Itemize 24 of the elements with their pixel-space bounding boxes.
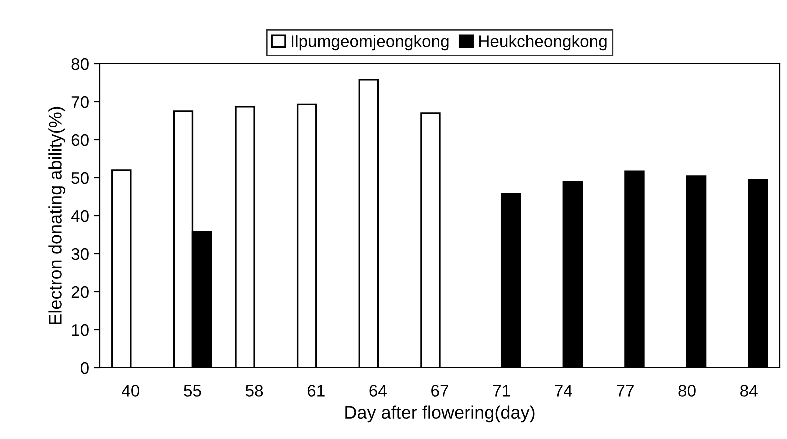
x-tick-label: 64 [370,385,387,397]
y-tick-label: 20 [72,286,89,298]
x-tick-label: 74 [555,385,572,397]
x-tick-label: 71 [493,385,510,397]
x-axis-title: Day after flowering(day) [346,406,535,423]
x-tick-label: 40 [122,385,140,397]
y-tick-label: 80 [72,58,89,70]
x-tick-label: 84 [740,385,758,397]
y-tick-label: 30 [72,248,89,260]
x-tick-label: 77 [617,385,634,397]
y-axis-title: Electron donating ability(%) [48,107,66,324]
x-tick-label: 55 [184,385,202,397]
y-tick-label: 70 [72,96,89,108]
legend-label: Heukcheongkong [480,35,607,51]
y-tick-label: 0 [80,362,89,374]
y-tick-label: 40 [71,210,89,222]
y-tick-label: 10 [72,324,89,336]
y-tick-label: 60 [72,134,89,146]
x-tick-label: 67 [432,385,448,397]
y-tick-label: 50 [72,172,89,184]
x-tick-label: 80 [678,385,696,397]
x-tick-label: 58 [246,385,264,397]
legend-label: Ilpumgeomjeongkong [292,35,449,51]
x-tick-label: 61 [308,385,325,397]
